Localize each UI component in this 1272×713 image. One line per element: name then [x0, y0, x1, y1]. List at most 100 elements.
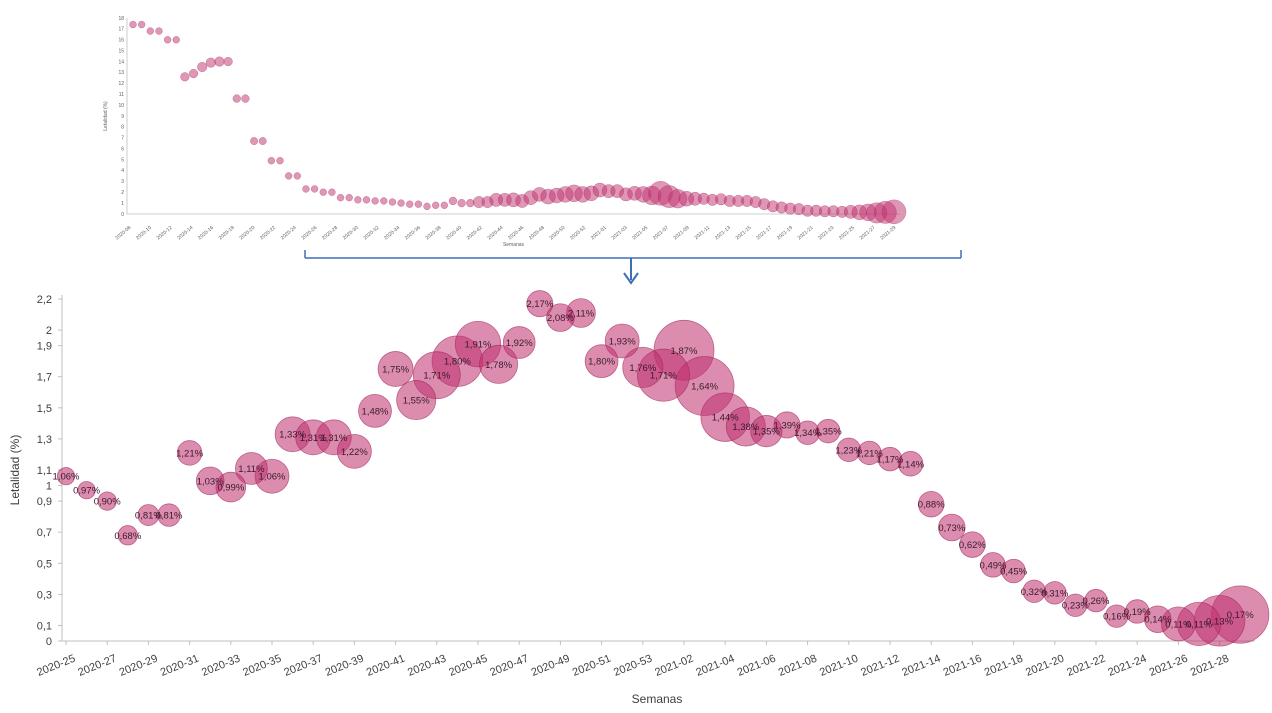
- x-tick-label: 2021-16: [942, 653, 984, 679]
- mini-x-tick-label: 2021-29: [879, 225, 897, 242]
- mini-x-tick-label: 2020-12: [156, 225, 174, 242]
- mini-y-tick-label: 3: [121, 179, 124, 185]
- mini-y-tick-label: 1: [121, 201, 124, 207]
- data-label: 0,17%: [1227, 610, 1254, 621]
- mini-x-tick-label: 2020-18: [218, 225, 236, 242]
- mini-bubble: [336, 193, 345, 202]
- data-bubble: [195, 466, 225, 496]
- data-label: 1,33%: [279, 430, 306, 441]
- mini-x-tick-label: 2020-52: [569, 225, 587, 242]
- data-label: 1,55%: [403, 396, 430, 407]
- mini-x-tick-label: 2021-27: [859, 225, 877, 242]
- mini-x-tick-label: 2021-19: [776, 225, 794, 242]
- data-label: 0,26%: [1083, 596, 1110, 607]
- data-label: 0,68%: [114, 531, 141, 542]
- mini-x-tick-label: 2020-40: [445, 225, 463, 242]
- data-bubble: [546, 303, 575, 332]
- mini-x-tick-label: 2021-25: [838, 225, 856, 242]
- data-label: 1,71%: [423, 371, 450, 382]
- data-label: 1,11%: [238, 464, 265, 475]
- data-label: 0,23%: [1062, 601, 1089, 612]
- y-tick-label: 2,2: [37, 294, 52, 306]
- x-tick-label: 2020-45: [447, 653, 489, 679]
- mini-bubble: [232, 94, 241, 103]
- data-label: 0,45%: [1000, 567, 1027, 578]
- data-label: 1,76%: [629, 363, 656, 374]
- data-bubble: [377, 351, 414, 387]
- data-bubble: [584, 344, 619, 379]
- y-tick-label: 1,3: [37, 434, 52, 446]
- data-label: 1,14%: [897, 459, 924, 470]
- data-label: 1,80%: [588, 357, 615, 368]
- mini-y-tick-label: 13: [118, 70, 124, 76]
- mini-bubble: [371, 197, 379, 205]
- mini-x-tick-label: 2020-20: [238, 225, 256, 242]
- mini-y-tick-label: 16: [118, 38, 124, 44]
- data-label: 1,64%: [691, 382, 718, 393]
- mini-y-tick-label: 2: [121, 190, 124, 196]
- data-label: 1,31%: [300, 433, 327, 444]
- mini-y-tick-label: 15: [118, 48, 124, 54]
- data-bubble: [622, 346, 664, 388]
- mini-bubble: [163, 36, 172, 44]
- data-label: 0,11%: [1186, 619, 1213, 630]
- data-bubble: [1001, 558, 1026, 584]
- x-tick-label: 2020-47: [488, 653, 530, 679]
- data-label: 0,16%: [1103, 612, 1130, 623]
- mini-y-tick-label: 4: [121, 168, 124, 174]
- mini-x-tick-label: 2020-22: [259, 225, 277, 242]
- mini-bubble: [423, 202, 431, 211]
- mini-bubble: [205, 57, 216, 68]
- y-tick-label: 1,7: [37, 372, 52, 384]
- mini-y-axis-title: Letalidad (%): [103, 101, 109, 131]
- mini-bubble: [284, 172, 293, 180]
- data-label: 0,11%: [1165, 619, 1192, 630]
- mini-x-tick-label: 2021-03: [611, 225, 629, 242]
- mini-x-axis-title: Semanas: [503, 242, 525, 248]
- y-tick-label: 0,3: [37, 589, 52, 601]
- data-bubble: [1104, 604, 1129, 628]
- x-tick-label: 2021-12: [859, 653, 901, 679]
- data-label: 1,91%: [465, 340, 492, 351]
- mini-bubble: [188, 68, 199, 79]
- mini-x-tick-label: 2021-09: [673, 225, 691, 242]
- data-bubble: [358, 394, 392, 428]
- mini-bubble: [388, 198, 397, 206]
- mini-y-tick-label: 10: [118, 103, 124, 109]
- mini-y-tick-label: 7: [121, 136, 124, 142]
- data-label: 1,35%: [753, 427, 780, 438]
- mini-bubble: [354, 196, 362, 204]
- mini-bubble: [146, 27, 154, 35]
- mini-x-tick-label: 2021-15: [735, 225, 753, 242]
- data-label: 0,90%: [94, 497, 121, 508]
- mini-bubble: [457, 198, 466, 208]
- mini-bubble: [319, 188, 327, 196]
- mini-bubble: [293, 172, 302, 180]
- x-tick-label: 2020-27: [76, 653, 118, 679]
- y-tick-label: 0,1: [37, 620, 52, 632]
- data-label: 0,19%: [1124, 607, 1151, 618]
- mini-x-tick-label: 2021-11: [694, 225, 712, 241]
- data-label: 0,49%: [980, 560, 1007, 571]
- mini-bubble: [466, 198, 475, 208]
- x-tick-label: 2020-39: [324, 653, 366, 679]
- data-bubble: [917, 490, 945, 518]
- zoom-connector: [304, 250, 962, 285]
- data-label: 1,03%: [197, 476, 224, 487]
- data-label: 1,35%: [815, 427, 842, 438]
- mini-bubble: [276, 156, 284, 165]
- mini-bubble: [310, 185, 319, 193]
- mini-x-tick-label: 2020-14: [176, 225, 194, 242]
- mini-x-tick-label: 2021-07: [652, 225, 670, 242]
- data-label: 0,99%: [217, 483, 244, 494]
- data-bubble: [479, 344, 519, 384]
- data-label: 1,17%: [877, 455, 904, 466]
- y-tick-label: 1: [46, 481, 52, 493]
- data-bubble: [336, 433, 372, 469]
- x-tick-label: 2020-49: [530, 653, 572, 679]
- mini-x-tick-label: 2021-23: [817, 225, 835, 242]
- data-label: 0,32%: [1021, 587, 1048, 598]
- mini-x-tick-label: 2021-05: [631, 225, 649, 242]
- x-tick-label: 2021-18: [983, 653, 1025, 679]
